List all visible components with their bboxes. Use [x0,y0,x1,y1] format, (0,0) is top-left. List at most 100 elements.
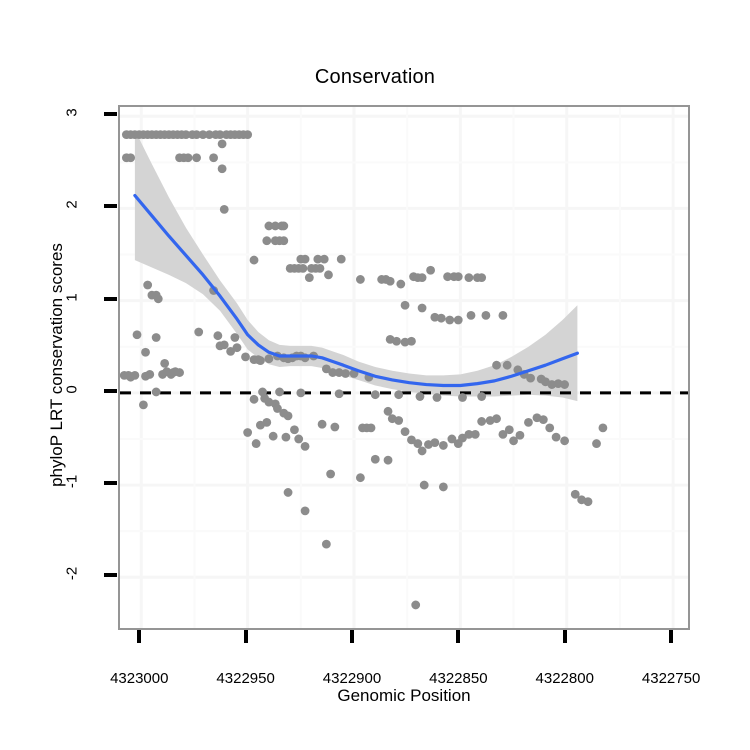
scatter-point [453,315,463,325]
x-tick-label: 4323000 [110,670,169,687]
scatter-point [283,411,293,421]
scatter-point [262,236,272,246]
scatter-point [458,433,467,443]
scatter-point [139,400,148,410]
scatter-point [321,539,331,549]
scatter-point [279,236,289,246]
x-tick-mark [562,630,567,643]
x-axis-label: Genomic Position [337,686,471,705]
scatter-point [413,439,423,448]
scatter-point [215,130,225,140]
scatter-point [504,425,514,435]
scatter-point [355,275,365,284]
scatter-point [153,294,163,304]
scatter-point [251,439,261,448]
scatter-point [355,473,365,483]
scatter-point [141,347,150,357]
scatter-point [426,265,435,275]
scatter-point [145,370,155,379]
scatter-point [198,130,208,140]
x-tick-mark [350,630,354,643]
scatter-point [270,221,280,231]
scatter-point [219,204,229,214]
scatter-point [313,254,323,264]
scatter-point [341,369,350,378]
scatter-point [453,272,463,282]
scatter-point [477,273,487,282]
scatter-point [492,360,501,370]
scatter-point [158,370,167,379]
scatter-point [438,441,448,450]
scatter-point [560,436,570,446]
scatter-point [366,423,376,433]
scatter-point [458,393,467,402]
scatter-point [256,356,265,365]
scatter-points [120,130,608,610]
scatter-point [432,393,442,402]
y-tick-mark [104,573,117,578]
x-tick-label: 4322850 [429,670,488,687]
scatter-point [168,368,178,377]
scatter-point [400,300,410,310]
scatter-point [470,429,480,439]
scatter-point [383,406,393,416]
scatter-point [175,368,184,377]
x-tick-label: 4322750 [641,670,701,687]
scatter-point [466,311,476,320]
scatter-point [317,419,327,429]
scatter-point [598,423,608,433]
scatter-point [498,311,508,320]
scatter-point [538,415,548,424]
scatter-point [321,364,331,374]
scatter-point [328,368,338,377]
scatter-point [445,315,455,325]
scatter-point [430,312,440,322]
scatter-point [411,600,421,610]
scatter-point [126,153,136,163]
scatter-point [336,254,346,264]
scatter-point [273,404,282,413]
x-tick-label: 4322900 [322,670,382,687]
scatter-point [143,280,153,290]
scatter-point [438,482,448,492]
scatter-point [283,488,293,497]
scatter-point [241,352,250,362]
scatter-point [515,430,525,440]
scatter-point [264,354,274,364]
scatter-point [181,130,191,140]
x-tick-label: 4322950 [216,670,275,687]
scatter-point [570,489,580,499]
scatter-point [407,435,416,445]
scatter-point [464,429,474,439]
scatter-point [243,130,253,140]
y-tick-mark [104,388,117,393]
y-tick-label: 1 [63,292,81,302]
scatter-point [300,254,310,264]
scatter-point [151,333,161,342]
scatter-point [481,311,491,320]
scatter-point [326,469,336,479]
scatter-point [243,428,253,437]
scatter-point [509,436,518,446]
scatter-point [370,390,380,400]
scatter-point [394,390,404,400]
y-axis-label: phyloP LRT conservation scores [47,243,66,487]
scatter-point [304,273,314,282]
scatter-point [502,360,512,370]
scatter-point [183,153,193,163]
scatter-point [324,270,333,280]
scatter-point [213,331,223,341]
scatter-point [592,439,601,448]
scatter-point [290,425,299,435]
scatter-point [249,394,259,404]
scatter-point [394,416,404,425]
scatter-point [430,438,440,448]
page-title: Conservation [314,66,436,88]
scatter-point [498,429,508,439]
scatter-point [264,221,274,231]
scatter-point [417,303,427,313]
scatter-point [551,432,561,442]
scatter-point [204,130,214,140]
plot-panel [118,105,690,630]
scatter-point [300,506,310,516]
